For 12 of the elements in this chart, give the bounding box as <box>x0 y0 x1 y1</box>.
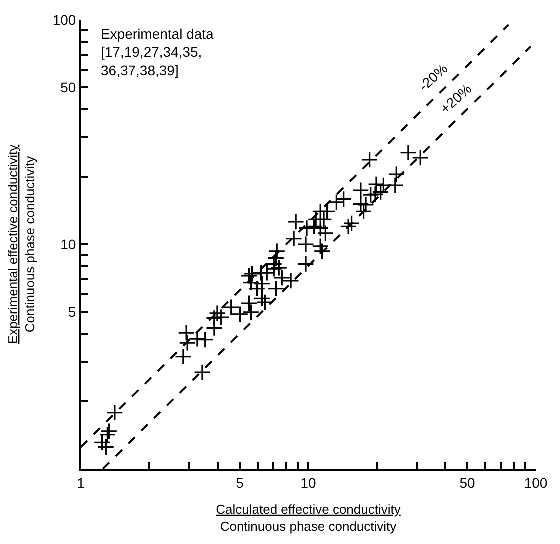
x-tick-label: 100 <box>524 474 548 491</box>
x-tick-label: 1 <box>77 474 86 491</box>
x-tick-label: 5 <box>236 474 244 491</box>
annotation: Experimental data [17,19,27,34,35, 36,37,38,39] <box>101 26 214 78</box>
y-tick-label: 10 <box>60 236 76 252</box>
x-tick-label: 50 <box>460 474 476 491</box>
y-axis-title: Experimental effective conductivity Continuous phase conductivity <box>5 144 38 344</box>
y-tick-label: 5 <box>68 304 76 320</box>
x-axis-title: Calculated effective conductivity Continuous phase conductivity <box>216 502 402 534</box>
y-tick-label: 100 <box>52 12 76 28</box>
y-tick-label: 50 <box>60 79 76 96</box>
x-tick-label: 10 <box>300 474 316 491</box>
